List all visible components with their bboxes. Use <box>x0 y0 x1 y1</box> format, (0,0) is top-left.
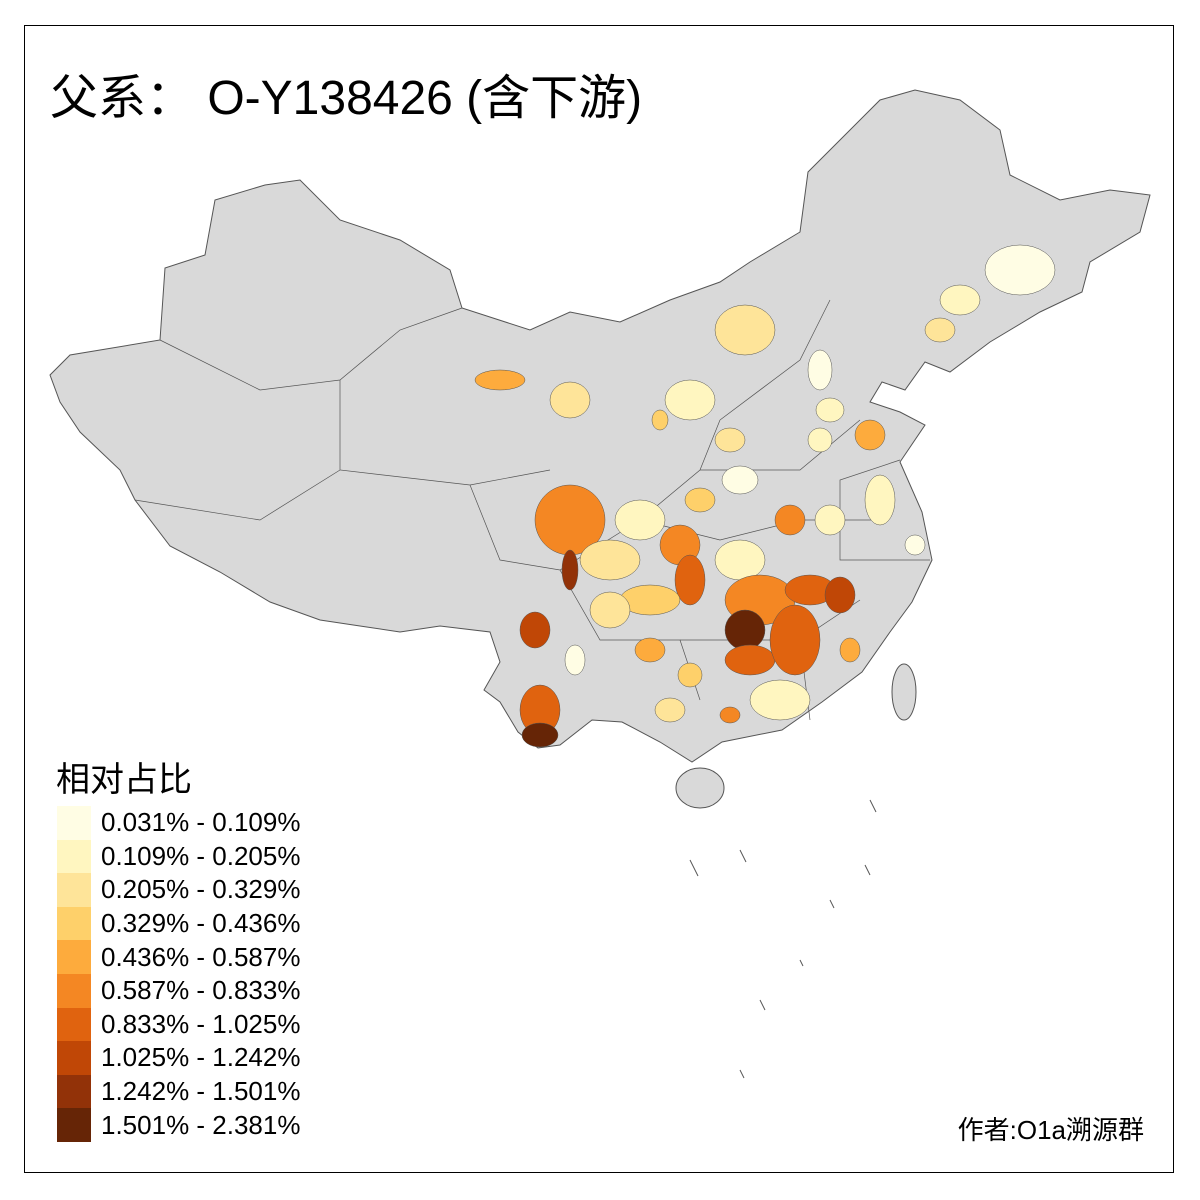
prefecture-region <box>749 679 811 721</box>
author-credit: 作者:O1a溯源群 <box>957 1115 1144 1145</box>
prefecture-region <box>864 474 896 526</box>
prefecture-region <box>549 381 591 419</box>
island-mark <box>799 959 804 967</box>
prefecture-region <box>719 706 741 724</box>
legend-item: 0.329% - 0.436% <box>57 906 301 941</box>
legend-swatch <box>57 806 91 840</box>
prefecture-region <box>564 644 586 676</box>
legend-item: 0.031% - 0.109% <box>57 806 300 840</box>
prefecture-region <box>774 504 806 536</box>
prefecture-region <box>814 504 846 536</box>
prefecture-region <box>939 284 981 316</box>
legend-swatch <box>57 839 91 874</box>
prefecture-region <box>714 304 776 356</box>
prefecture-region <box>664 379 716 421</box>
prefecture-region <box>654 697 686 723</box>
prefecture-region <box>824 576 856 614</box>
prefecture-region <box>677 662 703 688</box>
prefecture-region <box>714 427 746 453</box>
prefecture-region <box>904 534 926 556</box>
legend-swatch <box>57 906 91 941</box>
hainan-island <box>675 767 725 809</box>
legend-item: 0.587% - 0.833% <box>57 973 301 1008</box>
plot-frame <box>24 25 1174 1173</box>
prefecture-region <box>839 637 861 663</box>
prefecture-region <box>769 604 821 676</box>
island-mark <box>759 999 766 1011</box>
legend-item: 0.833% - 1.025% <box>57 1007 301 1042</box>
island-mark <box>864 864 871 876</box>
legend-label: 1.501% - 2.381% <box>101 1109 301 1140</box>
province-boundary <box>339 380 551 486</box>
prefecture-region <box>634 637 666 663</box>
legend-swatch <box>57 1074 91 1109</box>
prefecture-region <box>561 549 579 591</box>
prefecture-region <box>807 349 833 391</box>
legend-label: 0.587% - 0.833% <box>101 975 301 1006</box>
legend-label: 0.436% - 0.587% <box>101 941 301 972</box>
legend-swatch <box>57 1007 91 1042</box>
province-boundary <box>719 299 831 421</box>
legend-item: 0.436% - 0.587% <box>57 940 300 974</box>
prefecture-region <box>815 397 845 423</box>
legend-item: 0.205% - 0.329% <box>57 873 300 907</box>
prefecture-region <box>674 554 706 606</box>
legend-swatch <box>57 873 91 907</box>
prefecture-region <box>924 317 956 343</box>
prefecture-region <box>807 427 833 453</box>
legend-label: 1.025% - 1.242% <box>101 1042 301 1073</box>
prefecture-region <box>579 539 641 581</box>
legend-item: 0.109% - 0.205% <box>57 839 301 874</box>
island-mark <box>689 859 699 877</box>
china-mainland <box>49 89 1151 763</box>
legend-swatch <box>57 1108 91 1142</box>
island-mark <box>829 899 835 909</box>
prefecture-region <box>651 409 669 431</box>
legend-label: 1.242% - 1.501% <box>101 1076 301 1107</box>
legend-swatch <box>57 1041 91 1075</box>
legend-label: 0.329% - 0.436% <box>101 908 301 939</box>
prefecture-region <box>589 591 631 629</box>
prefecture-region <box>721 465 759 495</box>
map-title: 父系： O-Y138426 (含下游) <box>50 72 643 125</box>
legend-title: 相对占比 <box>56 761 192 799</box>
prefecture-region <box>684 487 716 513</box>
legend: 0.031% - 0.109% 0.109% - 0.205% 0.205% - 0… <box>57 806 300 1142</box>
legend-swatch <box>57 940 91 974</box>
taiwan-island <box>891 663 917 721</box>
legend-item: 1.242% - 1.501% <box>57 1074 301 1109</box>
legend-item: 1.025% - 1.242% <box>57 1041 300 1075</box>
prefecture-region <box>519 611 551 649</box>
prefecture-region <box>614 499 666 541</box>
legend-swatch <box>57 973 91 1008</box>
legend-item: 1.501% - 2.381% <box>57 1108 300 1142</box>
prefecture-region <box>984 244 1056 296</box>
prefecture-region <box>521 722 559 748</box>
legend-label: 0.205% - 0.329% <box>101 874 301 905</box>
province-boundary <box>134 469 341 521</box>
legend-label: 0.833% - 1.025% <box>101 1008 301 1039</box>
legend-label: 0.031% - 0.109% <box>101 807 301 838</box>
island-mark <box>739 1069 745 1079</box>
prefecture-region <box>474 369 526 391</box>
island-mark <box>739 849 747 863</box>
prefecture-region <box>854 419 886 451</box>
island-mark <box>869 799 877 813</box>
legend-label: 0.109% - 0.205% <box>101 840 301 871</box>
